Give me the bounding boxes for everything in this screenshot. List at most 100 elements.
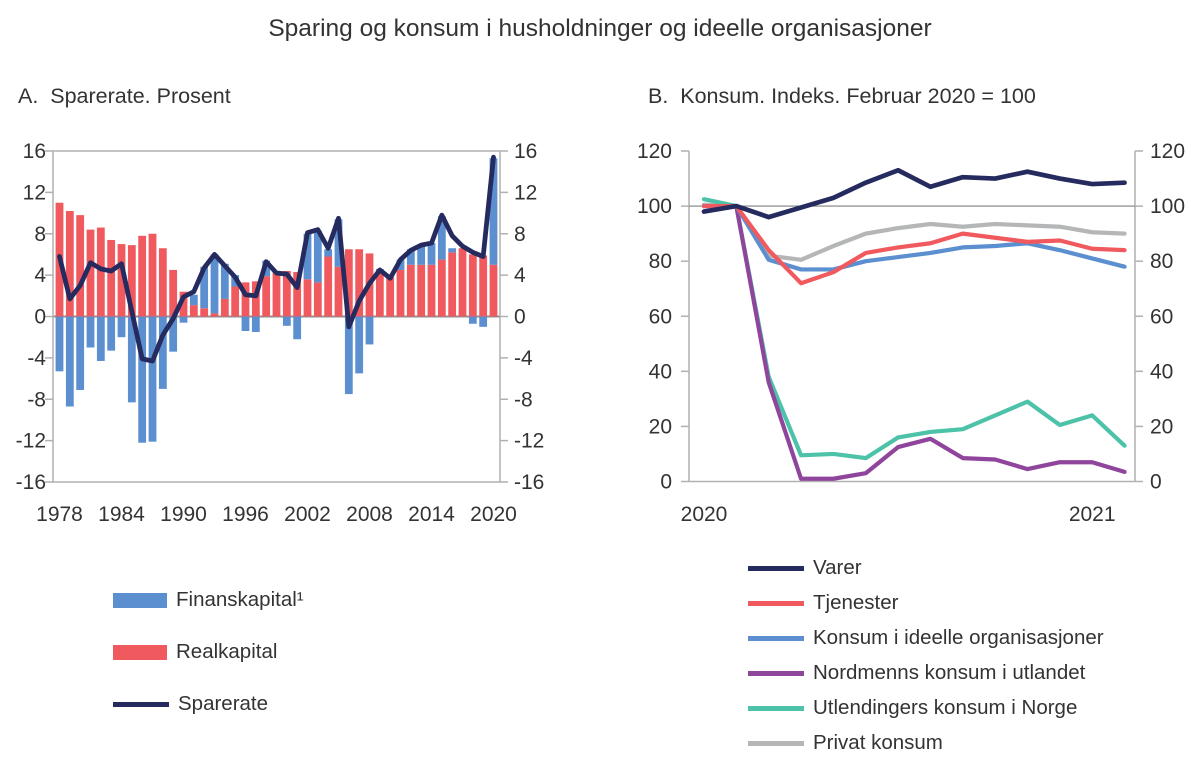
konsum-ideelle-swatch-icon [748, 635, 804, 641]
bar-finanskapital [406, 249, 415, 265]
svg-text:8: 8 [514, 223, 526, 246]
legend-label: Tjenester [813, 591, 899, 614]
bar-realkapital [417, 264, 426, 317]
bar-realkapital [127, 245, 136, 317]
svg-text:12: 12 [23, 181, 46, 204]
bar-realkapital [334, 266, 343, 317]
svg-text:0: 0 [34, 306, 46, 329]
series-line [701, 197, 1127, 461]
bar-realkapital [437, 259, 446, 317]
bar-finanskapital [293, 316, 302, 340]
bar-finanskapital [251, 316, 260, 333]
svg-text:2020: 2020 [470, 503, 517, 526]
legend-item-varer: Varer [748, 555, 862, 581]
series-line [701, 203, 1127, 272]
svg-text:1978: 1978 [36, 503, 83, 526]
legend-item-finanskapital: Finanskapital¹ [113, 587, 304, 613]
panel-a-subtitle: A. Sparerate. Prosent [18, 84, 231, 108]
bar-finanskapital [468, 316, 477, 324]
svg-text:2008: 2008 [346, 503, 393, 526]
finanskapital-swatch-icon [113, 592, 167, 608]
bar-realkapital [251, 281, 260, 317]
bar-finanskapital [76, 316, 85, 390]
bar-finanskapital [479, 316, 488, 327]
bar-realkapital [241, 282, 250, 317]
legend-label: Utlendingers konsum i Norge [813, 696, 1078, 719]
bar-finanskapital [55, 316, 64, 372]
nordmenns-konsum-swatch-icon [748, 670, 804, 676]
svg-text:4: 4 [514, 264, 526, 287]
bar-realkapital [396, 269, 405, 317]
svg-text:-16: -16 [16, 471, 46, 494]
bar-finanskapital [303, 233, 312, 280]
panel-b-subtitle: B. Konsum. Indeks. Februar 2020 = 100 [648, 84, 1036, 108]
bar-realkapital [189, 305, 198, 317]
legend-label: Privat konsum [813, 731, 943, 754]
svg-text:100: 100 [1150, 195, 1185, 218]
svg-text:16: 16 [23, 140, 46, 163]
bar-finanskapital [117, 316, 126, 338]
svg-text:2021: 2021 [1069, 503, 1116, 526]
svg-text:40: 40 [649, 360, 672, 383]
svg-text:80: 80 [649, 250, 672, 273]
bar-finanskapital [138, 316, 147, 443]
legend-item-konsum-ideelle: Konsum i ideelle organisasjoner [748, 625, 1104, 651]
sparerate-line [57, 154, 496, 364]
bar-finanskapital [365, 316, 374, 345]
svg-text:-4: -4 [514, 347, 533, 370]
bar-realkapital [231, 286, 240, 317]
bar-finanskapital [210, 254, 219, 314]
legend-item-nordmenns-konsum: Nordmenns konsum i utlandet [748, 660, 1085, 686]
bar-finanskapital [344, 316, 353, 395]
bar-finanskapital [127, 316, 136, 403]
svg-text:100: 100 [637, 195, 672, 218]
svg-text:120: 120 [1150, 140, 1185, 163]
bar-finanskapital [220, 263, 229, 299]
bar-finanskapital [65, 316, 74, 407]
bar-realkapital [479, 255, 488, 317]
bar-realkapital [272, 272, 281, 317]
bar-finanskapital [107, 316, 116, 351]
svg-text:12: 12 [514, 181, 537, 204]
bar-finanskapital [448, 248, 457, 253]
bar-finanskapital [417, 245, 426, 265]
bar-finanskapital [396, 259, 405, 270]
svg-text:8: 8 [34, 223, 46, 246]
legend-label: Varer [813, 556, 862, 579]
svg-text:4: 4 [34, 264, 46, 287]
legend-label: Konsum i ideelle organisasjoner [813, 626, 1104, 649]
bar-realkapital [220, 298, 229, 317]
bar-realkapital [282, 270, 291, 317]
tjenester-swatch-icon [748, 600, 804, 606]
bar-finanskapital [86, 316, 95, 348]
sparerate-swatch-icon [113, 701, 169, 707]
bar-realkapital [65, 210, 74, 317]
bar-finanskapital [437, 216, 446, 260]
bar-finanskapital [169, 316, 178, 352]
page-title: Sparing og konsum i husholdninger og ide… [268, 15, 932, 42]
bar-finanskapital [189, 294, 198, 306]
bar-finanskapital [489, 158, 498, 265]
bar-finanskapital [200, 266, 209, 309]
bar-realkapital [406, 264, 415, 317]
bar-realkapital [355, 249, 364, 317]
sparerate-chart: -16 -16 -12 -12 -8 -8 -4 -4 0 0 4 4 8 8 12 12 16 16 1978 19… [16, 140, 545, 526]
privat-konsum-swatch-icon [748, 740, 804, 746]
bar-realkapital [96, 227, 105, 317]
svg-text:-12: -12 [514, 430, 544, 453]
series-line [701, 203, 1127, 286]
legend-item-utlendingers-konsum: Utlendingers konsum i Norge [748, 695, 1077, 721]
svg-text:60: 60 [1150, 305, 1173, 328]
bar-realkapital [489, 264, 498, 317]
bar-realkapital [324, 256, 333, 317]
legend-label: Realkapital [176, 640, 278, 663]
legend-item-privat-konsum: Privat konsum [748, 730, 943, 756]
bar-realkapital [262, 276, 271, 317]
bar-realkapital [386, 277, 395, 317]
bar-realkapital [179, 291, 188, 317]
svg-text:20: 20 [649, 415, 672, 438]
realkapital-swatch-icon [113, 644, 167, 660]
